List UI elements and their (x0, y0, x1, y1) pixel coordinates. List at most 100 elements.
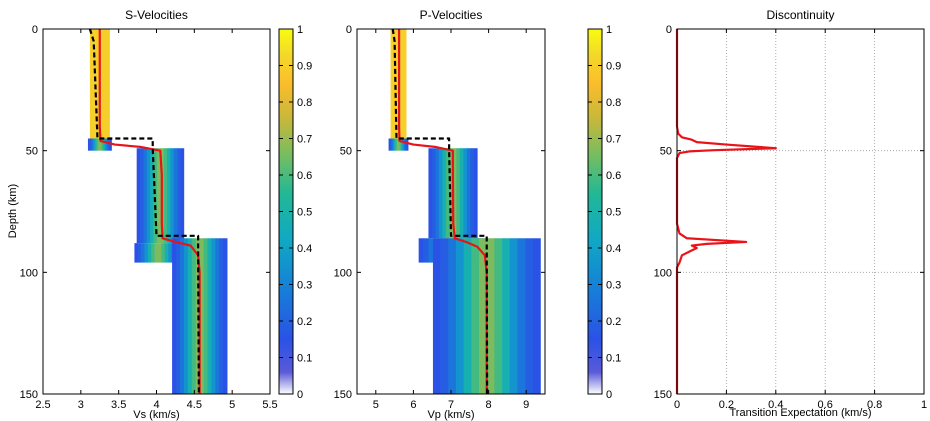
discontinuity-panel: Discontinuity 0 0.2 0.4 0.6 0.8 1 0 50 100 150 T… (654, 8, 927, 419)
s-velocity-density-cell (215, 238, 220, 394)
s-velocity-density-cell (211, 238, 216, 394)
colorbar-tick-label: 0.4 (297, 243, 312, 255)
p-velocity-true-model-line (391, 28, 489, 395)
colorbar-tick-label: 0 (297, 389, 303, 401)
s-velocity-density-cell (99, 138, 102, 151)
p-velocity-density-cell (401, 138, 403, 151)
p-velocity-density-cell (494, 238, 503, 394)
s-velocity-density-cell (103, 29, 106, 139)
p-velocity-density-cell (431, 148, 436, 239)
s-velocity-density-cell (147, 243, 152, 263)
p-velocity-density-cell (402, 138, 405, 151)
p-velocity-density-cell (432, 238, 441, 394)
p-velocity-density-cell (466, 148, 471, 239)
s-velocity-density-cell (203, 238, 208, 394)
p-velocity-density-cell (392, 138, 395, 151)
p-velocity-density-cell (423, 238, 429, 263)
depth-axis-label: Depth (km) (7, 184, 19, 238)
s-velocity-density-cell (101, 29, 103, 139)
p-velocity-density-cell (463, 148, 468, 239)
colorbar-tick-label: 0.1 (606, 353, 621, 365)
colorbar-tick-label: 0.5 (606, 207, 621, 219)
p-velocity-density-cell (517, 238, 526, 394)
p-velocity-density-cell (402, 29, 405, 139)
s-velocity-density-cell (146, 148, 151, 244)
s-velocity-density-cell (153, 148, 158, 244)
s-velocity-density-cell (143, 148, 148, 244)
s-velocity-density-cell (161, 243, 166, 263)
s-velocity-density-cell (92, 29, 95, 139)
p-velocity-density-cell (389, 138, 392, 151)
p-velocity-density-cell (395, 138, 398, 151)
x-tick-label: 0.2 (719, 399, 734, 411)
p-velocity-density-cell (452, 148, 457, 239)
s-velocity-density-cell (134, 243, 139, 263)
colorbar-tick-label: 0.6 (606, 170, 621, 182)
p-velocity-density-cell (397, 29, 399, 139)
discontinuity-axes-box (676, 28, 925, 395)
s-velocity-density-cell (95, 29, 98, 139)
s-velocity-true-model-line (88, 28, 200, 395)
p-velocity-density-cell (403, 138, 406, 151)
x-tick-label: 2.5 (35, 399, 50, 411)
s-velocity-density-cell (150, 148, 154, 244)
s-velocity-density-cell (164, 243, 169, 263)
x-tick-label: 0 (674, 399, 680, 411)
s-velocity-density-cell (102, 29, 105, 139)
p-velocity-density-cell (509, 238, 518, 394)
discontinuity-title: Discontinuity (766, 8, 834, 22)
s-velocity-density-cell (89, 138, 92, 151)
p-velocity-density-cell (440, 238, 449, 394)
p-velocity-density-cell (391, 29, 394, 139)
s-velocity-x-label: Vs (km/s) (133, 409, 179, 421)
p-velocity-density-cell (405, 29, 407, 139)
x-tick-label: 0.6 (818, 399, 833, 411)
x-tick-label: 5 (229, 399, 235, 411)
p-velocity-density-cell (473, 148, 478, 239)
p-velocity-density-cell (456, 238, 464, 394)
s-velocity-density-cell (87, 138, 90, 151)
s-velocity-density-cell (108, 29, 110, 139)
p-velocities-title: P-Velocities (420, 8, 483, 22)
x-tick-label: 9 (523, 399, 529, 411)
s-velocity-density-cell (151, 243, 155, 263)
colorbar-tick-label: 0.9 (606, 61, 621, 73)
s-velocity-density-cell (207, 238, 212, 394)
s-velocity-density-cell (141, 243, 145, 263)
p-velocities-panel: P-Velocities 5 6 7 8 9 0 50 100 150 Vp (km/s) 0… (334, 8, 622, 421)
colorbar-tick-label: 1 (297, 24, 303, 36)
colorbar-tick-label: 0 (606, 389, 612, 401)
p-velocity-density-cell (396, 29, 398, 139)
s-velocity-density-cell (183, 238, 189, 394)
y-tick-label: 50 (26, 146, 38, 158)
p-velocity-density-cell (448, 238, 457, 394)
p-velocity-density-cell (406, 138, 409, 151)
s-velocity-x-ticks: 2.5 3 3.5 4 4.5 5 5.5 (35, 29, 278, 411)
p-velocity-density-cell (428, 148, 433, 239)
p-velocity-density (388, 29, 541, 394)
p-velocity-density-cell (459, 148, 464, 239)
y-tick-label: 0 (346, 24, 352, 36)
s-velocity-density-cell (144, 243, 149, 263)
p-velocity-density-cell (438, 148, 443, 239)
s-velocity-density-cell (170, 148, 175, 244)
discontinuity-grid (677, 29, 924, 394)
x-tick-label: 8 (486, 399, 492, 411)
p-velocity-density-cell (395, 29, 397, 139)
s-velocity-density-cell (168, 243, 172, 263)
p-velocity-density-cell (396, 138, 399, 151)
s-velocity-density-cell (105, 29, 108, 139)
p-velocity-x-ticks: 5 6 7 8 9 (373, 29, 529, 411)
s-velocity-density (87, 29, 228, 394)
s-velocity-density-cell (106, 29, 109, 139)
y-tick-label: 150 (334, 389, 352, 401)
x-tick-label: 3.5 (111, 399, 126, 411)
p-velocity-density-cell (470, 148, 475, 239)
p-velocity-density-cell (391, 138, 394, 151)
s-velocities-title: S-Velocities (125, 8, 188, 22)
s-velocity-density-cell (158, 243, 162, 263)
p-velocity-x-label: Vp (km/s) (427, 409, 474, 421)
y-tick-label: 0 (666, 24, 672, 36)
s-velocity-density-cell (137, 243, 142, 263)
